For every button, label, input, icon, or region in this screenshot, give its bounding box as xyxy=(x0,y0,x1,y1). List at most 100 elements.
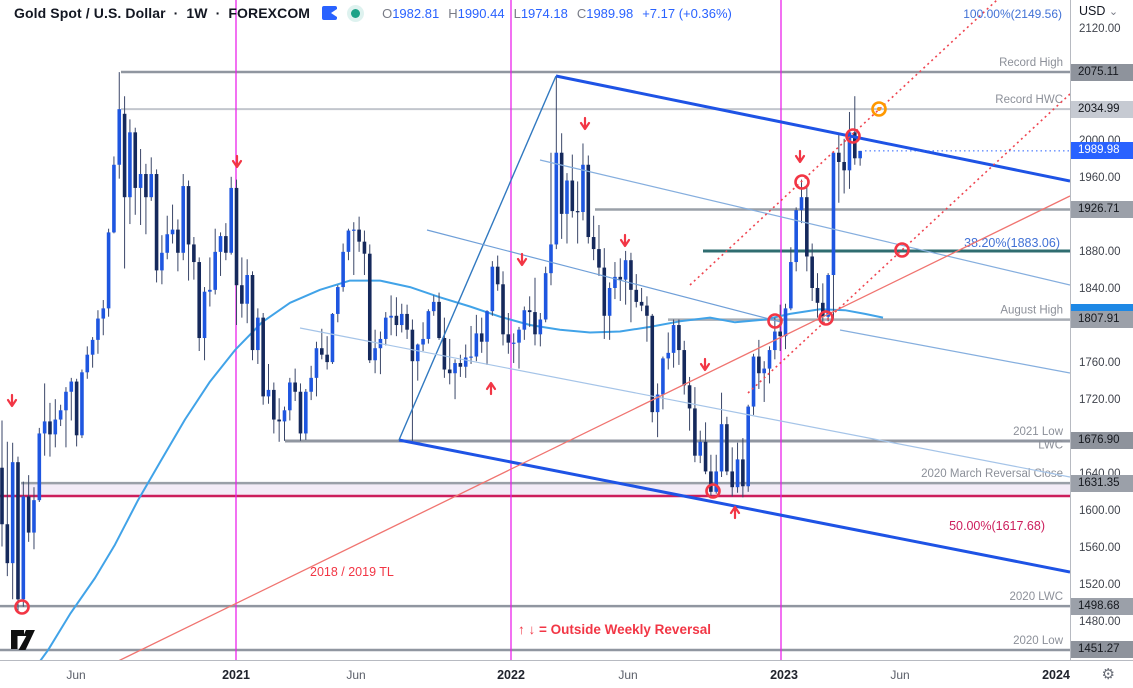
candle-body xyxy=(160,252,164,271)
trendline[interactable] xyxy=(426,229,782,323)
candle-body xyxy=(469,356,473,358)
candle-body xyxy=(410,329,415,362)
level-label: Record HWC xyxy=(995,94,1063,106)
level-label: 2021 Low xyxy=(1013,426,1064,438)
trendline[interactable] xyxy=(299,327,1070,478)
candle-body xyxy=(48,421,52,435)
chevron-down-icon: ⌄ xyxy=(1108,6,1119,18)
signal-circle-marker xyxy=(818,310,834,326)
candle-body xyxy=(586,164,591,238)
candle-body xyxy=(266,389,271,397)
candle-body xyxy=(490,266,495,312)
ohlc-readout: O1982.81 H1990.44 L1974.18 C1989.98 +7.17 (+… xyxy=(382,6,732,21)
chart-canvas[interactable]: Record High Record HWC August High 2021 Low… xyxy=(0,0,1070,660)
candle-body xyxy=(495,266,500,285)
candle-body xyxy=(37,433,42,501)
candle-body xyxy=(527,310,532,313)
candle-body xyxy=(341,251,345,288)
exchange-label[interactable]: FOREXCOM xyxy=(228,5,311,21)
candle-body xyxy=(511,342,516,344)
reversal-down-arrow-icon xyxy=(699,357,711,372)
reversal-down-arrow-icon xyxy=(231,154,243,169)
candle-body xyxy=(240,285,244,304)
candle-body xyxy=(639,301,644,306)
price-tick-label: 1520.00 xyxy=(1079,579,1121,592)
trendline[interactable] xyxy=(398,75,557,441)
candle-body xyxy=(735,459,740,488)
trendline[interactable] xyxy=(398,438,1070,574)
time-axis[interactable]: ⚙ Jun 2021 Jun 2022 Jun 2023 Jun 2024 xyxy=(0,660,1133,688)
title-separator-2: · xyxy=(215,5,221,21)
signal-circle-marker xyxy=(871,101,887,117)
currency-label: USD xyxy=(1079,4,1106,18)
candle-body xyxy=(0,467,4,525)
time-tick-label: 2023 xyxy=(770,668,798,682)
candle-body xyxy=(208,289,212,292)
candle-body xyxy=(634,289,639,302)
candle-body xyxy=(69,381,74,392)
trendline[interactable] xyxy=(539,159,1070,286)
reversal-up-arrow-icon xyxy=(729,505,741,520)
candle-body xyxy=(799,197,804,211)
time-tick-label: Jun xyxy=(890,668,910,682)
tradingview-logo[interactable] xyxy=(10,629,42,656)
time-tick-label: Jun xyxy=(66,668,86,682)
candle-body xyxy=(133,132,138,188)
candle-body xyxy=(725,424,729,472)
candle-body xyxy=(405,313,409,330)
candle-body xyxy=(698,441,703,456)
trendline[interactable] xyxy=(555,74,1070,183)
candle-body xyxy=(533,312,537,335)
price-tick-label: 1880.00 xyxy=(1079,245,1121,258)
price-badge: 1807.91 xyxy=(1071,311,1133,329)
price-badge: 1926.71 xyxy=(1071,201,1133,218)
candle-body xyxy=(538,319,543,335)
candle-body xyxy=(431,301,436,312)
candle-body xyxy=(666,352,671,359)
gear-icon[interactable]: ⚙ xyxy=(1101,666,1115,683)
candle-body xyxy=(522,310,527,330)
candle-body xyxy=(549,244,553,274)
candle-body xyxy=(575,211,580,213)
candle-body xyxy=(474,333,479,357)
candle-body xyxy=(5,524,10,564)
flag-icon[interactable] xyxy=(322,6,338,20)
candle-body xyxy=(314,348,319,378)
currency-selector[interactable]: USD ⌄ xyxy=(1079,4,1118,18)
fib-label: 38.20%(1883.06) xyxy=(964,236,1060,250)
candle-body xyxy=(479,333,484,342)
level-label: Record High xyxy=(999,57,1063,69)
timeframe-label[interactable]: 1W xyxy=(186,5,208,21)
candle-body xyxy=(272,389,276,420)
trendline[interactable] xyxy=(689,0,998,286)
market-status-icon[interactable] xyxy=(351,8,361,18)
candle-body xyxy=(330,313,335,363)
candle-body xyxy=(810,256,814,288)
candle-body xyxy=(293,382,297,392)
candle-body xyxy=(282,410,287,422)
candle-body xyxy=(671,325,676,353)
trendline[interactable] xyxy=(63,195,1070,660)
candle-body xyxy=(373,348,377,361)
level-label: August High xyxy=(1000,305,1063,317)
candle-body xyxy=(256,317,260,351)
candle-body xyxy=(778,331,782,337)
candle-body xyxy=(458,363,463,367)
candle-body xyxy=(783,308,788,337)
time-tick-label: 2022 xyxy=(497,668,525,682)
candle-body xyxy=(389,315,393,318)
candle-body xyxy=(42,421,47,434)
candle-body xyxy=(693,408,697,456)
price-axis[interactable]: USD ⌄ 2120.00 2000.00 1960.00 1880.00 1840.0… xyxy=(1070,0,1133,660)
candle-body xyxy=(447,369,452,374)
candle-body xyxy=(16,462,20,600)
reversal-down-arrow-icon xyxy=(794,149,806,164)
candle-body xyxy=(437,301,441,339)
price-badge: 1676.90 xyxy=(1071,432,1133,450)
price-badge: 1498.68 xyxy=(1071,597,1133,615)
trendline[interactable] xyxy=(839,329,1070,374)
candle-body xyxy=(202,291,207,339)
symbol-title[interactable]: Gold Spot / U.S. Dollar xyxy=(14,5,166,21)
candle-body xyxy=(618,276,623,280)
candle-body xyxy=(757,356,761,374)
